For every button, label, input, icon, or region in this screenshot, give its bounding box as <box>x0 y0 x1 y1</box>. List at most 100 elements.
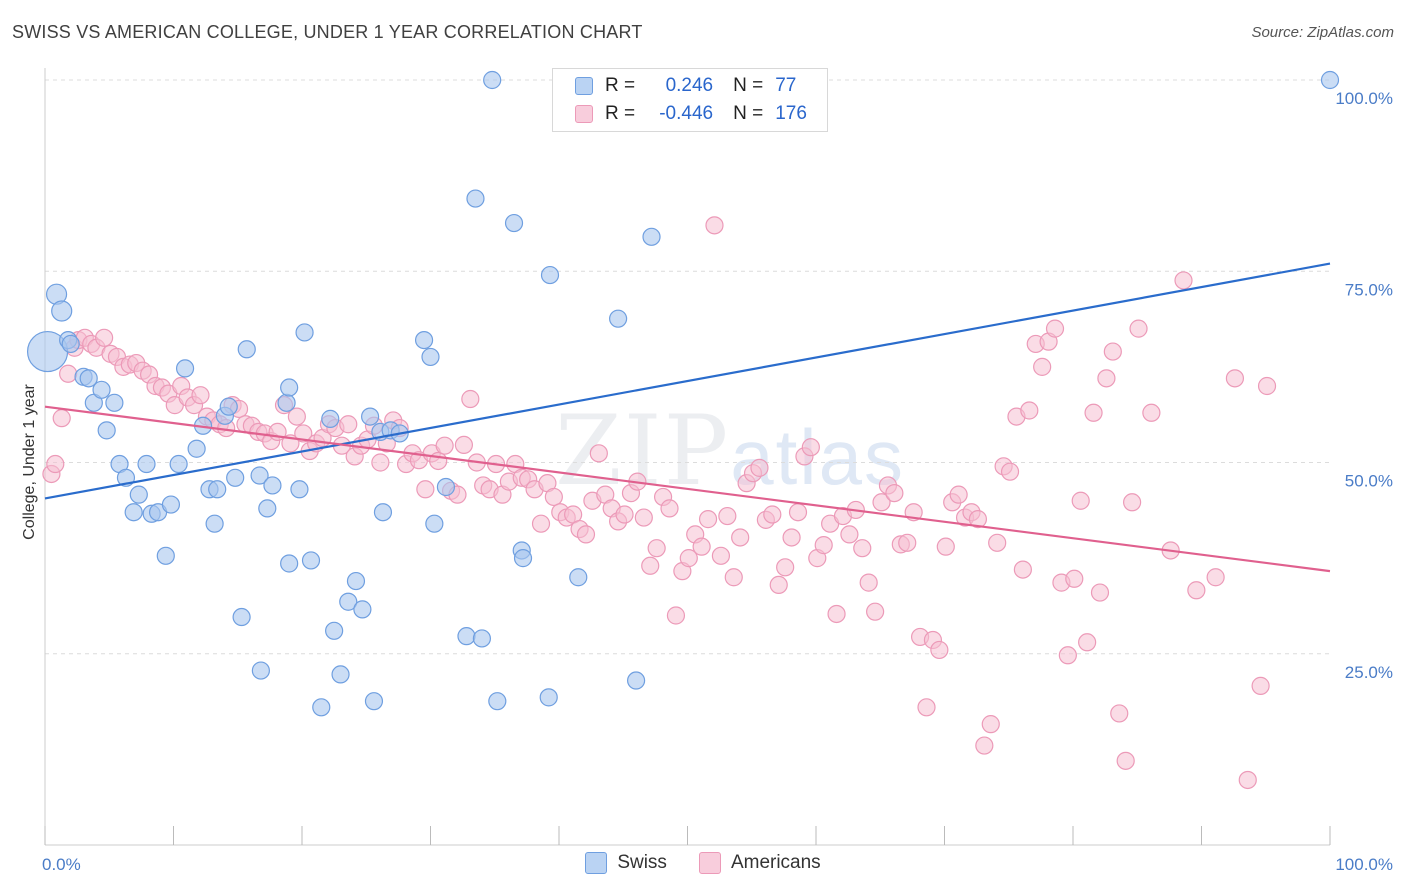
americans-point <box>615 505 634 524</box>
swiss-trend-line <box>44 262 1331 500</box>
swiss-point <box>609 309 628 328</box>
swiss-point <box>97 421 116 440</box>
swiss-point <box>539 688 558 707</box>
swiss-point <box>205 514 224 533</box>
swiss-point <box>504 213 524 233</box>
swiss-point <box>325 621 344 640</box>
americans-point <box>827 604 846 624</box>
americans-point <box>1142 403 1161 422</box>
r-label: R = <box>605 103 636 124</box>
stats-legend: R = 0.246 N = 77 R = -0.446 N = 176 <box>552 68 828 132</box>
swiss-point <box>124 503 143 522</box>
americans-point <box>1238 770 1257 790</box>
americans-point <box>435 436 454 455</box>
swiss-point <box>263 476 282 495</box>
tick-labels: 100.0% 75.0% 50.0% 25.0% 0.0% 100.0% <box>42 89 1393 874</box>
swiss-point <box>79 369 98 388</box>
swiss-point <box>290 480 309 499</box>
swiss-point <box>346 571 366 591</box>
n-label: N = <box>733 103 764 124</box>
americans-point <box>885 484 904 503</box>
swiss-swatch <box>575 77 593 95</box>
americans-point <box>46 454 65 474</box>
americans-point <box>1045 319 1065 338</box>
americans-point <box>660 499 679 518</box>
americans-point <box>782 528 801 547</box>
swiss-point <box>250 466 269 485</box>
americans-point <box>1251 676 1270 695</box>
americans-point <box>724 568 743 587</box>
swiss-point <box>232 607 251 627</box>
swiss-point <box>237 340 256 359</box>
legend-item-swiss[interactable]: Swiss <box>585 852 667 874</box>
swiss-point <box>280 554 299 573</box>
americans-point <box>750 458 769 477</box>
americans-point <box>429 451 448 471</box>
r-label: R = <box>605 75 636 96</box>
americans-point <box>705 216 724 235</box>
americans-point <box>95 328 114 347</box>
swiss-point <box>321 409 340 428</box>
stats-row-americans: R = -0.446 N = 176 <box>575 101 807 127</box>
chart-title: SWISS VS AMERICAN COLLEGE, UNDER 1 YEAR … <box>12 22 643 42</box>
r-value: 0.246 <box>665 75 714 96</box>
americans-point <box>666 606 686 625</box>
y-tick-label: 25.0% <box>1345 663 1393 682</box>
americans-point <box>544 487 563 507</box>
swiss-point <box>208 480 227 499</box>
americans-point <box>731 528 750 547</box>
americans-point <box>287 407 306 426</box>
americans-point <box>647 539 666 558</box>
americans-point <box>1123 493 1142 512</box>
americans-point <box>641 556 660 575</box>
americans-point <box>968 510 988 529</box>
swiss-point <box>421 347 440 367</box>
americans-point <box>371 453 390 472</box>
swiss-point <box>483 70 502 90</box>
swiss-point <box>219 397 238 416</box>
swiss-point <box>626 671 646 690</box>
swiss-point <box>1320 70 1340 90</box>
americans-point <box>853 539 872 558</box>
y-axis-title: College, Under 1 year <box>21 384 38 540</box>
swiss-point <box>373 503 393 522</box>
swiss-point <box>301 551 321 570</box>
swiss-point <box>364 692 384 711</box>
americans-point <box>1225 369 1245 388</box>
trend-lines <box>44 262 1331 573</box>
swiss-point <box>105 393 124 412</box>
swiss-point <box>425 514 444 533</box>
americans-point <box>898 533 917 552</box>
americans-point <box>1071 491 1090 510</box>
americans-point <box>776 558 795 577</box>
x-tick-label: 100.0% <box>1335 855 1393 874</box>
americans-point <box>1090 583 1110 602</box>
stats-row-swiss: R = 0.246 N = 77 <box>575 73 796 99</box>
x-tick-label: 0.0% <box>42 855 81 874</box>
americans-point <box>1078 633 1097 652</box>
swiss-point <box>436 477 456 497</box>
americans-point <box>981 715 1000 734</box>
americans-point <box>698 510 718 529</box>
americans-point <box>1013 560 1032 579</box>
n-value: 176 <box>775 103 807 124</box>
americans-point <box>769 575 788 595</box>
americans-point <box>294 424 313 443</box>
americans-point <box>711 546 731 565</box>
americans-point <box>1257 376 1277 396</box>
n-value: 77 <box>775 75 797 96</box>
americans-point <box>461 389 480 409</box>
americans-point <box>1187 581 1206 600</box>
americans-point <box>718 506 737 526</box>
swiss-point <box>540 265 560 285</box>
americans-point <box>763 505 782 524</box>
swiss-point <box>312 698 331 717</box>
americans-point <box>936 537 955 556</box>
series-legend: Swiss Americans <box>0 852 1406 874</box>
legend-item-americans[interactable]: Americans <box>698 852 821 874</box>
americans-point <box>975 736 994 755</box>
legend-label-swiss: Swiss <box>617 852 667 873</box>
swiss-point <box>61 334 80 354</box>
americans-point <box>859 573 878 592</box>
